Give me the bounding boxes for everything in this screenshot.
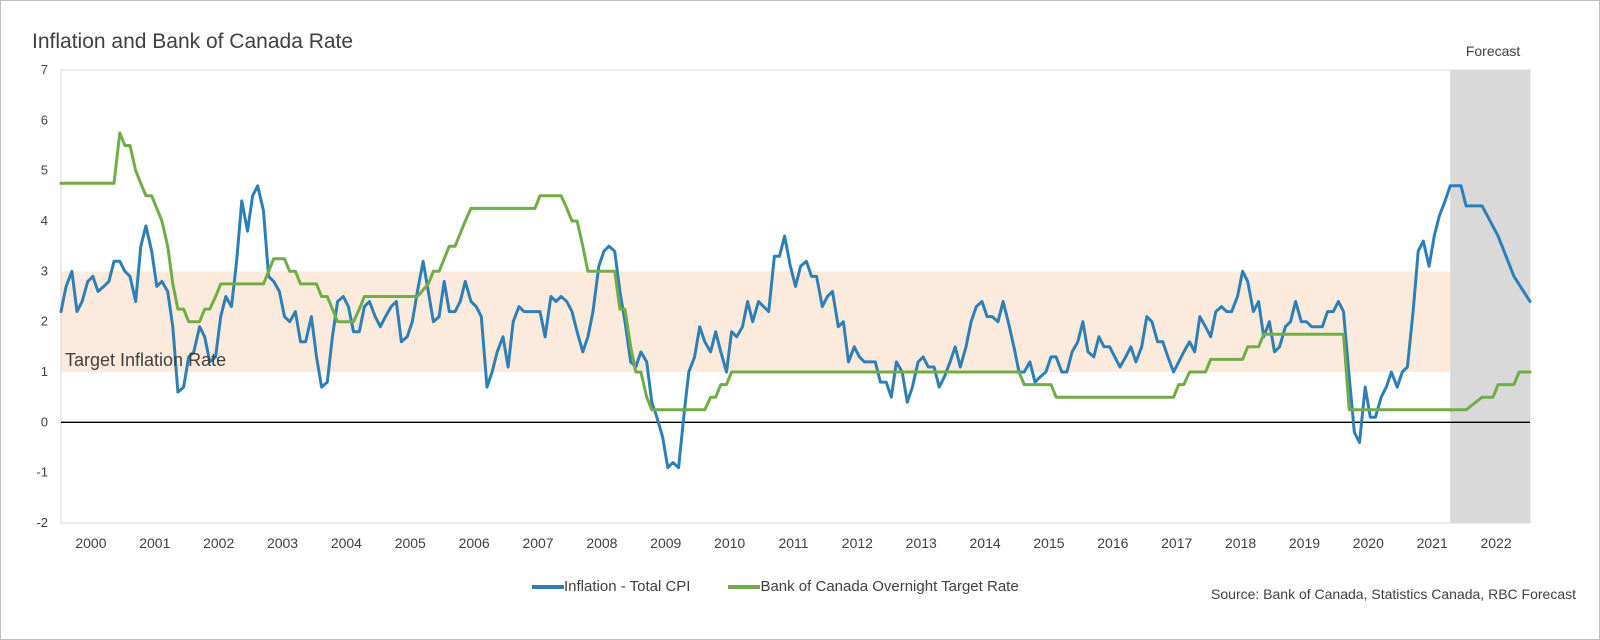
series-line-overnight-rate xyxy=(59,131,1532,412)
y-tick-label: 5 xyxy=(41,163,48,178)
x-tick-label: 2013 xyxy=(906,535,937,551)
x-tick-label: 2008 xyxy=(586,535,617,551)
y-tick-label: 6 xyxy=(41,112,48,127)
x-tick-label: 2018 xyxy=(1225,535,1256,551)
x-tick-label: 2020 xyxy=(1353,535,1384,551)
source-note: Source: Bank of Canada, Statistics Canad… xyxy=(1211,586,1576,602)
x-tick-label: 2004 xyxy=(331,535,362,551)
x-tick-label: 2022 xyxy=(1480,535,1511,551)
x-tick-label: 2012 xyxy=(842,535,873,551)
forecast-label: Forecast xyxy=(1466,43,1521,59)
x-tick-label: 2001 xyxy=(139,535,170,551)
x-tick-label: 2017 xyxy=(1161,535,1192,551)
target-band xyxy=(61,271,1451,372)
legend-swatch-inflation xyxy=(532,584,564,589)
legend-swatch-overnight-rate xyxy=(728,584,761,589)
chart-title: Inflation and Bank of Canada Rate xyxy=(32,30,354,53)
forecast-shading xyxy=(1450,70,1530,523)
legend-label-inflation: Inflation - Total CPI xyxy=(564,578,691,595)
x-tick-label: 2005 xyxy=(395,535,426,551)
x-tick-label: 2002 xyxy=(203,535,234,551)
y-tick-label: 2 xyxy=(41,314,48,329)
y-tick-label: -2 xyxy=(36,515,48,530)
x-tick-label: 2000 xyxy=(75,535,106,551)
plot-border xyxy=(60,69,1531,524)
x-tick-label: 2014 xyxy=(970,535,1001,551)
y-tick-label: 4 xyxy=(41,213,48,228)
series-line-inflation xyxy=(59,184,1532,470)
x-tick-label: 2009 xyxy=(650,535,681,551)
x-tick-label: 2019 xyxy=(1289,535,1320,551)
x-tick-label: 2021 xyxy=(1417,535,1448,551)
x-tick-label: 2006 xyxy=(459,535,490,551)
legend: Inflation - Total CPI Bank of Canada Ove… xyxy=(532,578,1057,595)
y-tick-label: 7 xyxy=(41,62,48,77)
y-tick-label: 3 xyxy=(41,263,48,278)
y-tick-label: 1 xyxy=(41,364,48,379)
x-tick-label: 2003 xyxy=(267,535,298,551)
y-tick-label: 0 xyxy=(41,414,48,429)
legend-item-inflation: Inflation - Total CPI xyxy=(532,578,690,595)
x-tick-label: 2010 xyxy=(714,535,745,551)
y-tick-label: -1 xyxy=(36,465,48,480)
legend-item-overnight-rate: Bank of Canada Overnight Target Rate xyxy=(728,578,1019,595)
x-tick-label: 2015 xyxy=(1033,535,1064,551)
x-tick-label: 2007 xyxy=(522,535,553,551)
legend-label-overnight-rate: Bank of Canada Overnight Target Rate xyxy=(760,578,1019,595)
x-tick-label: 2011 xyxy=(778,535,808,551)
x-tick-label: 2016 xyxy=(1097,535,1128,551)
target-band-label: Target Inflation Rate xyxy=(65,350,226,370)
